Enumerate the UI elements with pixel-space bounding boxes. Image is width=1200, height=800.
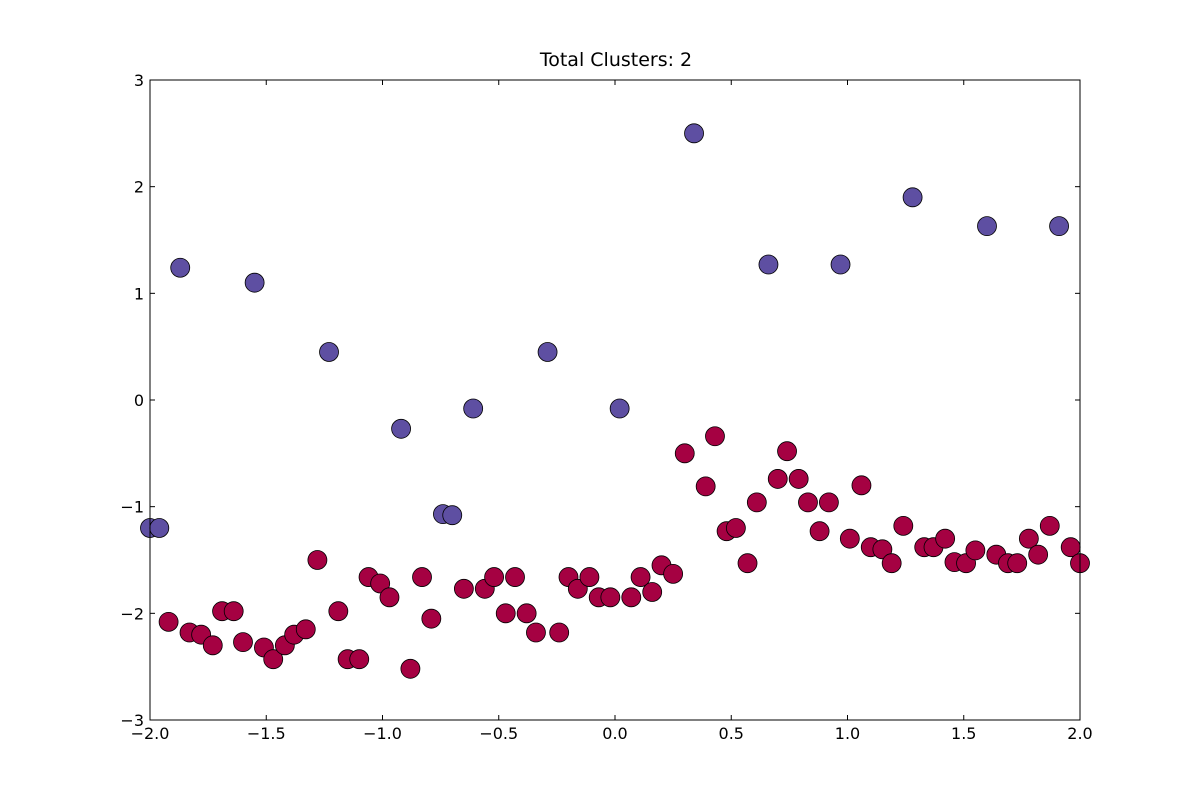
data-point (1007, 553, 1028, 574)
data-point (328, 601, 349, 622)
data-point (684, 123, 704, 144)
data-point (872, 539, 893, 560)
data-point (819, 492, 839, 513)
data-point (579, 567, 600, 587)
data-point (391, 418, 412, 439)
data-point (453, 578, 474, 599)
x-tick-label: −1.5 (247, 724, 286, 743)
data-point (737, 553, 758, 574)
data-point (1049, 216, 1069, 237)
y-tick-label: −3 (120, 711, 144, 730)
y-tick-label: 1 (134, 284, 144, 303)
data-point (1028, 544, 1049, 565)
data-point (902, 187, 923, 208)
chart-title: Total Clusters: 2 (539, 49, 692, 71)
data-point (307, 550, 328, 570)
data-point (233, 632, 253, 653)
x-tick-label: 2.0 (1067, 724, 1092, 743)
data-point (223, 601, 244, 622)
data-point (295, 619, 316, 640)
y-tick-label: −1 (120, 498, 144, 517)
data-point (788, 469, 809, 489)
data-point (463, 398, 484, 419)
data-point (442, 505, 463, 526)
data-point (726, 518, 746, 538)
y-tick-label: 0 (134, 391, 144, 410)
data-point (379, 587, 400, 608)
scatter-marks (140, 123, 1090, 679)
data-point (412, 567, 432, 587)
data-point (319, 342, 339, 362)
data-point (642, 582, 663, 602)
x-tick-label: −2.0 (131, 724, 170, 743)
data-point (746, 492, 767, 513)
data-point (893, 515, 914, 536)
data-point (516, 603, 537, 624)
data-point (809, 521, 830, 542)
data-point (526, 622, 546, 643)
data-point (609, 398, 630, 419)
data-point (158, 611, 179, 632)
data-point (630, 567, 651, 587)
data-point (600, 587, 621, 608)
data-point (537, 342, 558, 362)
data-point (1039, 515, 1060, 536)
x-tick-label: 1.0 (835, 724, 860, 743)
data-point (767, 469, 788, 489)
data-point (421, 608, 442, 629)
data-point (170, 257, 191, 278)
data-point (1018, 528, 1039, 549)
data-point (830, 254, 851, 275)
x-tick-label: 0.0 (602, 724, 627, 743)
data-point (505, 567, 525, 587)
data-point (663, 563, 684, 584)
data-point (495, 603, 516, 624)
x-tick-label: −0.5 (479, 724, 518, 743)
data-point (549, 622, 570, 643)
data-point (935, 528, 956, 549)
data-point (977, 216, 997, 237)
x-tick-label: −1.0 (363, 724, 402, 743)
data-point (798, 492, 818, 513)
y-tick-label: 3 (134, 71, 144, 90)
data-point (674, 443, 695, 464)
x-tick-label: 1.5 (951, 724, 976, 743)
data-point (202, 635, 223, 656)
data-point (349, 649, 370, 670)
data-point (484, 567, 505, 587)
data-point (263, 649, 284, 670)
data-point (244, 272, 265, 293)
data-point (621, 587, 642, 608)
data-point (851, 475, 872, 496)
data-point (839, 528, 860, 549)
data-point (695, 476, 716, 497)
y-tick-label: −2 (120, 604, 144, 623)
data-point (400, 658, 421, 679)
data-point (370, 573, 391, 594)
data-point (965, 540, 986, 561)
data-point (149, 518, 170, 538)
data-point (881, 553, 902, 574)
data-point (758, 254, 779, 275)
axis-ticks: −2.0 −1.5 −1.0 −0.5 0.0 0.5 1.0 1.5 2.0 −3 −2 −1 0 1 2… (120, 71, 1092, 743)
x-tick-label: 0.5 (719, 724, 744, 743)
data-point (705, 426, 725, 447)
data-point (777, 441, 797, 462)
y-tick-label: 2 (134, 178, 144, 197)
